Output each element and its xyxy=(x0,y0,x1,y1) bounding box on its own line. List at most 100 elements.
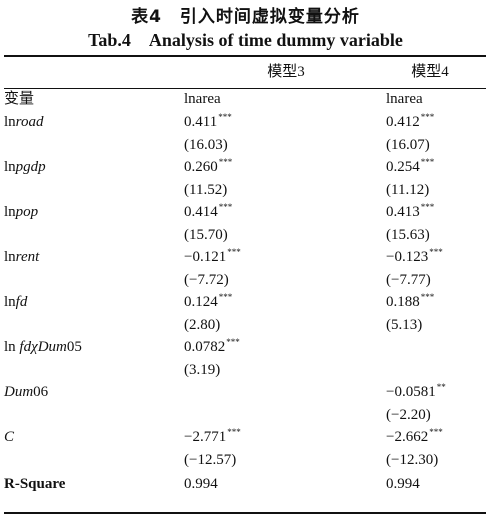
variable-italic-name: fdχDum xyxy=(19,339,67,355)
model3-coefficient: −0.121*** xyxy=(184,246,354,269)
coefficient-row: ln fdχDum05 0.0782*** xyxy=(4,336,486,359)
model4-coefficient: −0.123*** xyxy=(354,246,486,269)
variable-suffix: 05 xyxy=(66,339,82,355)
bottom-rule xyxy=(4,512,486,514)
variable-blank xyxy=(4,134,184,156)
significance-stars: ** xyxy=(436,382,446,392)
coefficient-value: −2.662 xyxy=(386,429,429,445)
significance-stars: *** xyxy=(218,292,233,302)
model3-t-statistic: (15.70) xyxy=(184,227,228,243)
variable-italic-name: pgdp xyxy=(15,159,46,175)
variable-prefix: ln xyxy=(4,249,16,265)
model4-coefficient: 0.413*** xyxy=(354,201,486,224)
variable-suffix: 06 xyxy=(33,384,49,400)
variable-blank xyxy=(4,404,184,426)
significance-stars: *** xyxy=(429,247,443,257)
model3-t-statistic: (−12.57) xyxy=(184,452,237,468)
model3-t-statistic xyxy=(184,404,354,426)
coefficient-row: lnroad 0.411*** 0.412*** xyxy=(4,111,486,134)
significance-stars: *** xyxy=(420,157,435,167)
model3-coefficient: 0.414*** xyxy=(184,201,354,224)
coefficient-row: lnpgdp 0.260*** 0.254*** xyxy=(4,156,486,179)
header-model4: 模型4 xyxy=(411,64,449,80)
coefficient-row: lnfd 0.124*** 0.188*** xyxy=(4,291,486,314)
significance-stars: *** xyxy=(226,337,240,347)
coefficient-row: lnrent −0.121*** −0.123*** xyxy=(4,246,486,269)
variable-prefix: ln xyxy=(4,159,16,175)
model4-coefficient xyxy=(354,336,486,359)
table-header-row: 模型3 模型4 xyxy=(4,58,486,87)
t-statistic-row: (2.80) (5.13) xyxy=(4,314,486,336)
model3-coefficient: 0.0782*** xyxy=(184,336,354,359)
coefficient-value: 0.124 xyxy=(184,294,218,310)
model3-coefficient: 0.260*** xyxy=(184,156,354,179)
coefficient-value: −0.121 xyxy=(184,249,227,265)
coefficient-value: 0.254 xyxy=(386,159,420,175)
model4-coefficient: 0.188*** xyxy=(354,291,486,314)
model3-t-statistic: (16.03) xyxy=(184,137,228,153)
model4-t-statistic xyxy=(354,359,486,381)
model4-t-statistic: (11.12) xyxy=(386,182,430,198)
significance-stars: *** xyxy=(420,202,435,212)
model4-coefficient: 0.254*** xyxy=(354,156,486,179)
model3-t-statistic: (3.19) xyxy=(184,362,221,378)
variable-name: lnpop xyxy=(4,201,184,224)
variable-name: Dum06 xyxy=(4,381,184,404)
significance-stars: *** xyxy=(218,202,233,212)
coefficient-value: −2.771 xyxy=(184,429,227,445)
t-statistic-row: (−7.72) (−7.77) xyxy=(4,269,486,291)
depvar-model4: lnarea xyxy=(386,91,423,107)
model3-coefficient: 0.411*** xyxy=(184,111,354,134)
table-title-english: Tab.4 Analysis of time dummy variable xyxy=(88,30,403,50)
model4-coefficient: −2.662*** xyxy=(354,426,486,449)
r-square-row: R-Square 0.994 0.994 xyxy=(4,471,486,497)
coefficient-value: 0.260 xyxy=(184,159,218,175)
t-statistic-row: (15.70) (15.63) xyxy=(4,224,486,246)
variable-prefix: ln xyxy=(4,294,16,310)
model4-t-statistic: (16.07) xyxy=(386,137,430,153)
t-statistic-row: (−12.57) (−12.30) xyxy=(4,449,486,471)
r-square-model3: 0.994 xyxy=(184,476,218,492)
dependent-variable-row: 变量 lnarea lnarea xyxy=(4,87,486,111)
significance-stars: *** xyxy=(218,157,233,167)
variable-blank xyxy=(4,269,184,291)
model3-t-statistic: (−7.72) xyxy=(184,272,229,288)
variable-blank xyxy=(4,314,184,336)
variable-blank xyxy=(4,224,184,246)
model4-t-statistic: (15.63) xyxy=(386,227,430,243)
model4-t-statistic: (−2.20) xyxy=(386,407,431,423)
coefficient-value: −0.0581 xyxy=(386,384,436,400)
model4-coefficient: 0.412*** xyxy=(354,111,486,134)
variable-italic-name: road xyxy=(15,114,44,130)
variable-blank xyxy=(4,359,184,381)
variable-prefix: ln xyxy=(4,339,20,355)
significance-stars: *** xyxy=(420,292,435,302)
model4-t-statistic: (−12.30) xyxy=(386,452,439,468)
model3-coefficient: −2.771*** xyxy=(184,426,354,449)
variable-name: lnfd xyxy=(4,291,184,314)
variable-name: lnroad xyxy=(4,111,184,134)
coefficient-row: lnpop 0.414*** 0.413*** xyxy=(4,201,486,224)
depvar-label: 变量 xyxy=(4,91,35,107)
coefficient-value: 0.411 xyxy=(184,114,218,130)
variable-name: lnrent xyxy=(4,246,184,269)
variable-blank xyxy=(4,449,184,471)
t-statistic-row: (11.52) (11.12) xyxy=(4,179,486,201)
model4-t-statistic: (5.13) xyxy=(386,317,423,333)
r-square-model4: 0.994 xyxy=(386,476,420,492)
variable-italic-name: rent xyxy=(15,249,40,265)
t-statistic-row: (3.19) xyxy=(4,359,486,381)
significance-stars: *** xyxy=(218,112,232,122)
coefficient-value: 0.414 xyxy=(184,204,218,220)
variable-name: lnpgdp xyxy=(4,156,184,179)
coefficient-value: 0.0782 xyxy=(184,339,226,355)
header-variable xyxy=(4,58,184,87)
t-statistic-row: (−2.20) xyxy=(4,404,486,426)
model3-t-statistic: (11.52) xyxy=(184,182,228,198)
variable-prefix: ln xyxy=(4,204,16,220)
model3-t-statistic: (2.80) xyxy=(184,317,221,333)
header-rule xyxy=(4,88,486,89)
coefficient-row: C −2.771*** −2.662*** xyxy=(4,426,486,449)
model3-coefficient: 0.124*** xyxy=(184,291,354,314)
